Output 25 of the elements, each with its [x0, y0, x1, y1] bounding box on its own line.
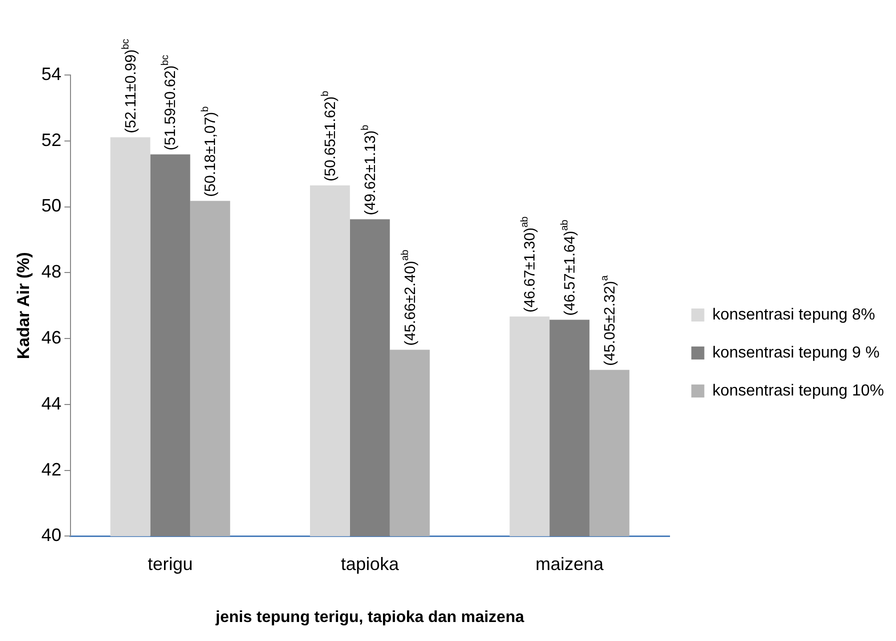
- data-label: (45.66±2.40)ab: [400, 249, 419, 346]
- x-tick-label: tapioka: [340, 554, 400, 574]
- legend-label: konsentrasi tepung 9 %: [712, 344, 880, 362]
- data-label: (46.57±1.64)ab: [560, 219, 579, 316]
- x-axis-title: jenis tepung terigu, tapioka dan maizena: [214, 608, 524, 626]
- legend-label: konsentrasi tepung 10%: [712, 382, 884, 400]
- x-tick-label: terigu: [148, 554, 193, 574]
- data-label: (52.11±0.99)bc: [120, 38, 140, 134]
- data-label: (51.59±0.62)bc: [160, 54, 180, 150]
- data-label: (45.05±2.32)a: [599, 274, 618, 366]
- y-tick-label: 40: [41, 525, 62, 546]
- y-tick-label: 50: [41, 196, 62, 216]
- y-axis-title: Kadar Air (%): [14, 252, 33, 360]
- data-label: (50.18±1,07)b: [200, 106, 220, 197]
- y-tick-label: 44: [41, 393, 62, 414]
- y-tick-label: 42: [41, 459, 62, 480]
- y-tick-label: 48: [41, 262, 62, 282]
- legend-label: konsentrasi tepung 8%: [712, 306, 876, 324]
- data-label: (50.65±1.62)b: [320, 90, 339, 182]
- y-tick-label: 54: [41, 64, 62, 84]
- y-tick-label: 52: [41, 130, 62, 150]
- data-label: (49.62±1.13)b: [360, 124, 379, 216]
- y-tick-label: 46: [41, 328, 62, 348]
- x-tick-label: maizena: [535, 554, 605, 574]
- data-label: (46.67±1.30)ab: [520, 216, 539, 312]
